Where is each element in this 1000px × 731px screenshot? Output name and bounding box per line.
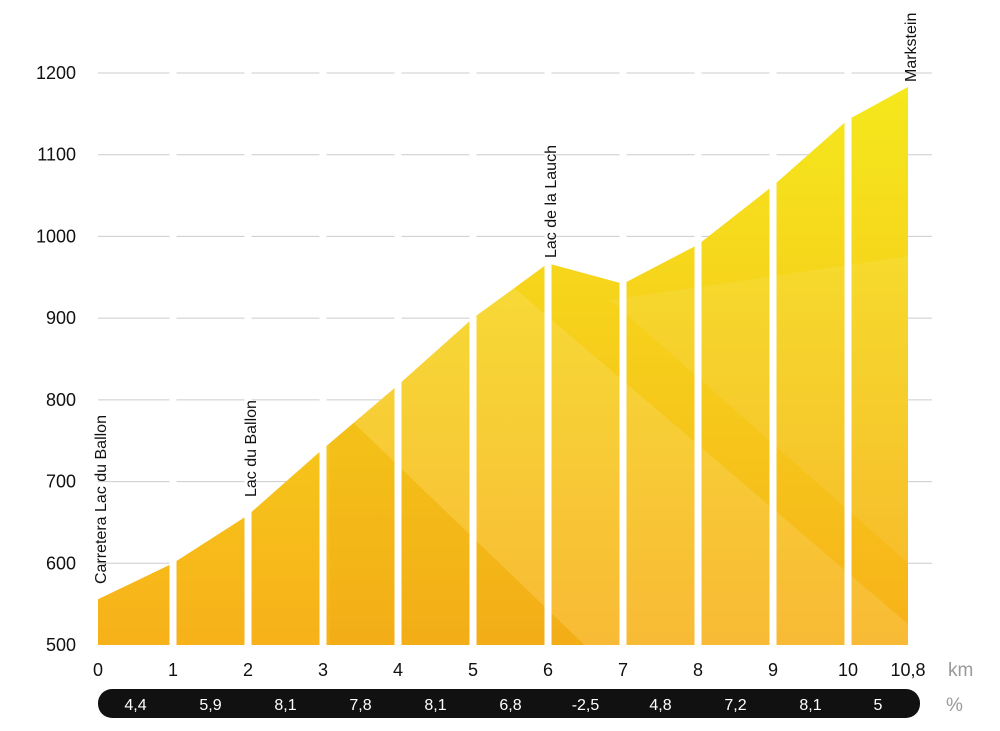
waypoint-label: Lac du Ballon xyxy=(243,400,260,497)
grade-label: 8,1 xyxy=(274,697,296,714)
grade-label: -2,5 xyxy=(572,697,600,714)
grade-bar: 4,4 5,9 8,1 7,8 8,1 6,8 -2,5 4,8 7,2 8,1 5 xyxy=(98,689,920,718)
waypoint-annotations: Carretera Lac du Ballon Lac du Ballon Lac … xyxy=(93,13,920,584)
grade-label: 8,1 xyxy=(799,697,821,714)
grade-label: 8,1 xyxy=(424,697,446,714)
grade-unit-label: % xyxy=(946,695,963,716)
x-tick-label: 7 xyxy=(618,660,628,680)
y-tick-label: 1000 xyxy=(36,226,76,246)
grade-label: 5 xyxy=(874,697,883,714)
x-tick-label: 5 xyxy=(468,660,478,680)
x-tick-label: 3 xyxy=(318,660,328,680)
x-tick-label: 1 xyxy=(168,660,178,680)
grade-label: 5,9 xyxy=(199,697,221,714)
y-tick-label: 500 xyxy=(46,635,76,655)
y-tick-label: 700 xyxy=(46,472,76,492)
waypoint-label: Lac de la Lauch xyxy=(543,145,560,258)
x-tick-label: 0 xyxy=(93,660,103,680)
x-tick-label: 10,8 xyxy=(890,660,925,680)
x-tick-label: 2 xyxy=(243,660,253,680)
grade-label: 4,8 xyxy=(649,697,671,714)
profile-area xyxy=(98,86,908,645)
y-tick-label: 600 xyxy=(46,553,76,573)
grade-label: 7,2 xyxy=(724,697,746,714)
x-unit-label: km xyxy=(948,660,973,681)
x-tick-label: 8 xyxy=(693,660,703,680)
grade-label: 6,8 xyxy=(499,697,521,714)
grade-label: 4,4 xyxy=(124,697,146,714)
y-tick-label: 900 xyxy=(46,308,76,328)
x-tick-label: 9 xyxy=(768,660,778,680)
grade-label: 7,8 xyxy=(349,697,371,714)
x-tick-label: 4 xyxy=(393,660,403,680)
y-tick-label: 1200 xyxy=(36,63,76,83)
waypoint-label: Markstein xyxy=(903,13,920,82)
x-axis: km 0 1 2 3 4 5 6 7 8 9 10 10,8 xyxy=(93,660,973,681)
km-separators xyxy=(169,40,852,646)
x-tick-label: 6 xyxy=(543,660,553,680)
waypoint-label: Carretera Lac du Ballon xyxy=(93,415,110,584)
y-tick-label: 1100 xyxy=(37,145,76,165)
shading-facets xyxy=(330,250,908,645)
light-facet xyxy=(330,250,908,645)
elevation-area xyxy=(98,86,908,645)
x-tick-label: 10 xyxy=(838,660,858,680)
grade-bar-background xyxy=(98,689,920,718)
y-axis: 500 600 700 800 900 1000 1100 1200 xyxy=(36,63,76,655)
y-tick-label: 800 xyxy=(46,390,76,410)
